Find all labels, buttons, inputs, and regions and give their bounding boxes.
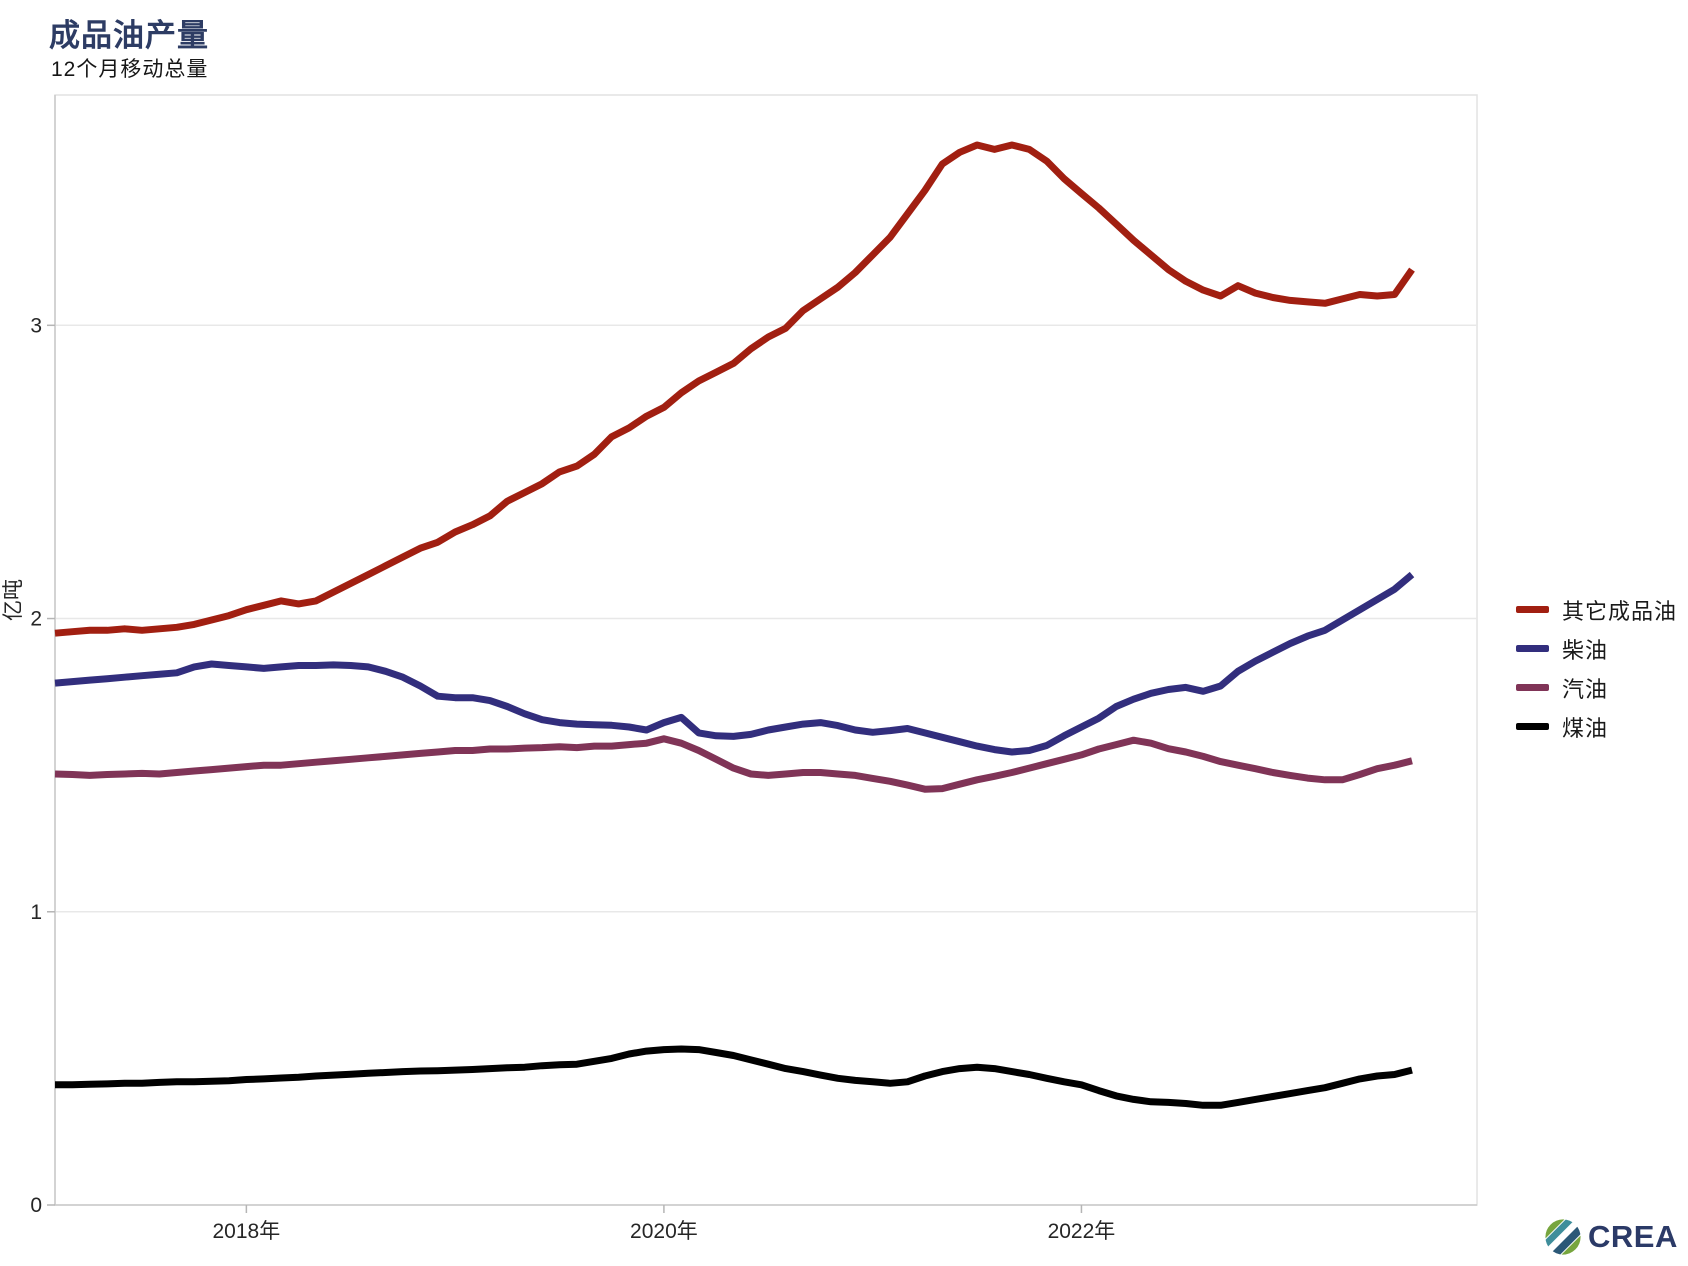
x-tick-label: 2022年 (1048, 1220, 1116, 1243)
plot-border (54, 94, 1478, 1206)
legend-label: 汽油 (1562, 676, 1609, 702)
legend-item: 其它成品油 (1516, 590, 1677, 629)
crea-logo-text: CREA (1588, 1219, 1678, 1254)
legend-swatch (1516, 645, 1549, 652)
legend-swatch (1516, 606, 1549, 613)
series-line-汽油 (54, 735, 1413, 793)
y-tick-label-3: 3 (30, 314, 42, 337)
series-line-柴油 (54, 571, 1415, 756)
x-tick-label: 2018年 (213, 1220, 281, 1243)
legend-swatch (1516, 684, 1549, 691)
y-tick-label-2: 2 (30, 608, 42, 631)
legend-item: 柴油 (1516, 629, 1677, 668)
crea-logo: CREA (1544, 1218, 1678, 1256)
chart-title: 成品油产量 (49, 18, 209, 53)
legend-item: 汽油 (1516, 668, 1677, 707)
legend-label: 柴油 (1562, 637, 1609, 663)
chart-subtitle: 12个月移动总量 (51, 58, 209, 81)
legend-swatch (1516, 723, 1549, 730)
series-line-煤油 (55, 1045, 1413, 1109)
x-tick-label: 2020年 (630, 1220, 698, 1243)
series-line-其它成品油 (54, 141, 1415, 637)
legend: 其它成品油柴油汽油煤油 (1516, 590, 1677, 746)
legend-label: 其它成品油 (1562, 598, 1678, 624)
legend-item: 煤油 (1516, 707, 1677, 746)
y-axis-title: 亿吨 (2, 579, 25, 621)
crea-logo-icon (1545, 1219, 1581, 1255)
y-tick-label-1: 1 (30, 901, 42, 924)
y-tick-label-0: 0 (30, 1194, 42, 1217)
legend-label: 煤油 (1562, 715, 1609, 741)
